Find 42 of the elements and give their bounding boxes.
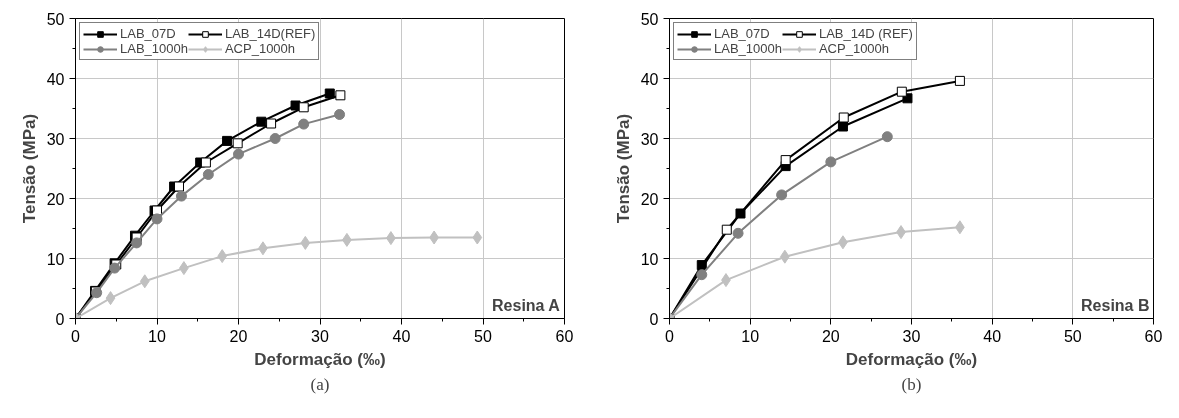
y-tick-label: 50: [640, 10, 659, 28]
annotation: Resina A: [492, 296, 561, 314]
x-tick-label: 0: [665, 327, 675, 345]
y-tick-label: 20: [640, 190, 659, 208]
y-tick-label: 0: [55, 310, 65, 328]
y-tick-label: 40: [640, 70, 659, 88]
y-tick-label: 40: [46, 70, 65, 88]
y-tick-label: 10: [46, 250, 65, 268]
y-tick-label: 20: [46, 190, 65, 208]
x-tick-label: 0: [71, 327, 81, 345]
x-tick-label: 30: [311, 327, 329, 345]
y-axis-title: Tensão (MPa): [613, 113, 633, 224]
legend-label: ACP_1000h: [224, 41, 296, 56]
text: (a): [310, 374, 330, 394]
y-tick-label: 50: [46, 10, 65, 28]
legend-label: LAB_14D (REF): [818, 26, 913, 41]
annotation: Resina B: [1081, 296, 1150, 314]
x-axis-title: Deformação (‰): [254, 349, 386, 369]
x-tick-label: 20: [821, 327, 840, 345]
y-tick-label: 10: [640, 250, 659, 268]
x-tick-label: 40: [983, 327, 1002, 345]
legend-label: LAB_1000h: [120, 41, 188, 56]
x-tick-label: 40: [392, 327, 411, 345]
legend-label: ACP_1000h: [818, 41, 890, 56]
y-tick-label: 30: [46, 130, 65, 148]
x-tick-label: 60: [1144, 327, 1163, 345]
legend-label: LAB_1000h: [714, 41, 782, 56]
x-tick-label: 50: [1063, 327, 1082, 345]
text: (b): [901, 374, 922, 394]
x-tick-label: 30: [902, 327, 921, 345]
y-tick-label: 30: [640, 130, 659, 148]
y-axis-title: Tensão (MPa): [19, 113, 39, 224]
x-tick-label: 10: [148, 327, 166, 345]
y-tick-label: 0: [649, 310, 659, 328]
x-tick-label: 20: [229, 327, 248, 345]
x-tick-label: 10: [741, 327, 760, 345]
legend-label: LAB_07D: [714, 26, 770, 41]
x-tick-label: 50: [474, 327, 492, 345]
x-tick-label: 60: [555, 327, 574, 345]
legend-label: LAB_14D(REF): [224, 26, 316, 41]
legend-label: LAB_07D: [120, 26, 176, 41]
x-axis-title: Deformação (‰): [845, 349, 978, 369]
